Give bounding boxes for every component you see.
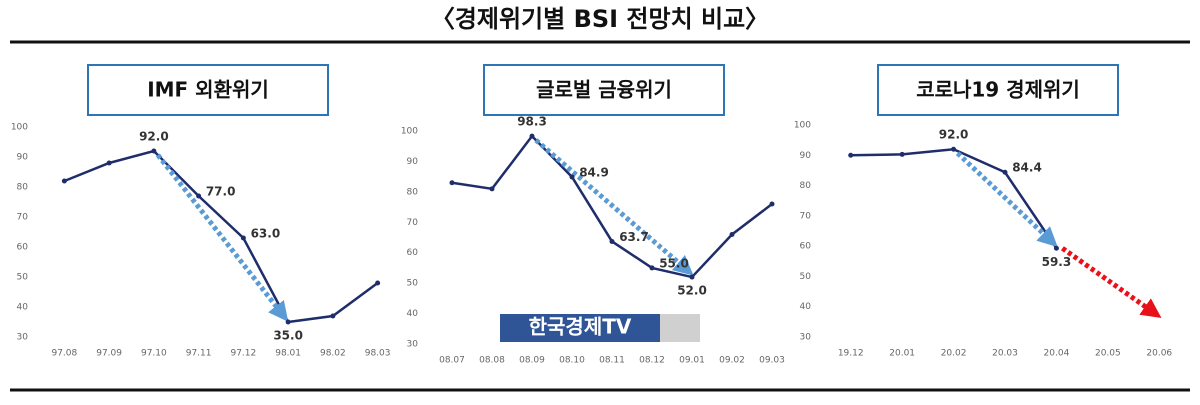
- y-tick-label: 60: [17, 243, 29, 253]
- point: [106, 160, 112, 166]
- y-tick-label: 60: [800, 242, 812, 252]
- x-tick-label: 97.10: [141, 349, 167, 359]
- x-tick-label: 08.09: [519, 356, 545, 366]
- y-tick-label: 80: [17, 183, 29, 193]
- title-box: [87, 64, 329, 116]
- point: [449, 180, 455, 186]
- y-tick-label: 100: [11, 123, 28, 133]
- value-label: 52.0: [677, 284, 707, 298]
- y-tick-label: 40: [17, 303, 29, 313]
- value-label: 55.0: [659, 256, 689, 270]
- y-tick-label: 50: [17, 273, 29, 283]
- point: [1002, 169, 1008, 175]
- point: [196, 193, 202, 199]
- x-tick-label: 97.08: [51, 349, 77, 359]
- point: [899, 151, 905, 157]
- page-title: 〈경제위기별 BSI 전망치 비교〉: [431, 5, 769, 33]
- value-label: 77.0: [206, 185, 236, 199]
- y-tick-label: 100: [794, 121, 811, 131]
- x-tick-label: 20.03: [992, 349, 1018, 359]
- y-tick-label: 70: [407, 218, 419, 228]
- trend-arrow: [534, 138, 694, 276]
- series-line: [63, 149, 379, 324]
- x-tick-label: 08.10: [559, 356, 585, 366]
- y-tick-label: 30: [800, 333, 812, 343]
- point: [330, 313, 336, 319]
- value-label: 59.3: [1042, 255, 1072, 269]
- x-tick-label: 98.01: [275, 349, 301, 359]
- chart-title: 코로나19 경제위기: [916, 78, 1080, 102]
- point: [951, 146, 957, 152]
- x-tick-label: 08.11: [599, 356, 625, 366]
- y-tick-label: 50: [407, 279, 419, 289]
- x-tick-label: 20.01: [889, 349, 915, 359]
- y-tick-label: 80: [407, 187, 419, 197]
- point: [1053, 245, 1059, 251]
- x-tick-label: 20.04: [1044, 349, 1070, 359]
- point: [848, 152, 854, 158]
- point: [609, 238, 615, 244]
- x-tick-label: 09.01: [679, 356, 705, 366]
- value-label: 84.9: [579, 165, 609, 179]
- y-tick-label: 40: [407, 309, 419, 319]
- value-label: 98.3: [517, 115, 547, 129]
- x-tick-label: 98.02: [320, 349, 346, 359]
- value-label: 63.7: [619, 230, 649, 244]
- projection-arrow: [1060, 246, 1162, 319]
- y-tick-label: 70: [800, 211, 812, 221]
- y-tick-label: 60: [407, 248, 419, 258]
- y-tick-label: 90: [407, 157, 419, 167]
- watermark-bg: [500, 314, 660, 342]
- x-tick-label: 19.12: [838, 349, 864, 359]
- y-tick-label: 30: [407, 340, 419, 350]
- point: [529, 133, 535, 139]
- watermark-tail: [660, 314, 700, 342]
- chart-title: IMF 외환위기: [147, 78, 269, 102]
- y-tick-label: 30: [17, 333, 29, 343]
- point: [489, 186, 495, 192]
- point: [569, 174, 575, 180]
- x-tick-label: 20.02: [941, 349, 967, 359]
- point: [729, 231, 735, 237]
- y-tick-label: 70: [17, 213, 29, 223]
- x-tick-label: 08.08: [479, 356, 505, 366]
- x-tick-label: 97.12: [230, 349, 256, 359]
- point: [769, 201, 775, 207]
- value-label: 63.0: [251, 227, 281, 241]
- x-tick-label: 09.02: [719, 356, 745, 366]
- point: [689, 274, 695, 280]
- y-tick-label: 90: [17, 153, 29, 163]
- x-tick-label: 20.05: [1095, 349, 1121, 359]
- point: [285, 319, 291, 325]
- y-tick-label: 80: [800, 181, 812, 191]
- x-tick-label: 09.03: [759, 356, 785, 366]
- x-tick-label: 20.06: [1146, 349, 1172, 359]
- point: [151, 148, 157, 154]
- y-tick-label: 50: [800, 272, 812, 282]
- trend-arrow: [155, 153, 289, 322]
- charts: IMF 외환위기 30 40 50 60 70 80 90 100 97.08 97.09 97.10…: [11, 64, 1172, 366]
- x-tick-label: 97.11: [186, 349, 212, 359]
- point: [649, 265, 655, 271]
- value-label: 92.0: [139, 130, 169, 144]
- title-box: [483, 64, 725, 116]
- y-tick-label: 40: [800, 302, 812, 312]
- point: [240, 235, 246, 241]
- point: [375, 280, 381, 286]
- value-label: 92.0: [939, 128, 969, 142]
- watermark: 한국경제TV: [529, 315, 632, 339]
- x-tick-label: 08.12: [639, 356, 665, 366]
- x-tick-label: 98.03: [365, 349, 391, 359]
- title-box: [877, 64, 1119, 116]
- value-label: 84.4: [1012, 161, 1042, 175]
- y-tick-label: 100: [401, 127, 418, 137]
- x-tick-label: 97.09: [96, 349, 122, 359]
- value-label: 35.0: [273, 329, 303, 343]
- trend-arrow: [955, 151, 1058, 248]
- point: [61, 178, 67, 184]
- y-tick-label: 90: [800, 151, 812, 161]
- chart-title: 글로벌 금융위기: [536, 78, 672, 102]
- x-tick-label: 08.07: [439, 356, 465, 366]
